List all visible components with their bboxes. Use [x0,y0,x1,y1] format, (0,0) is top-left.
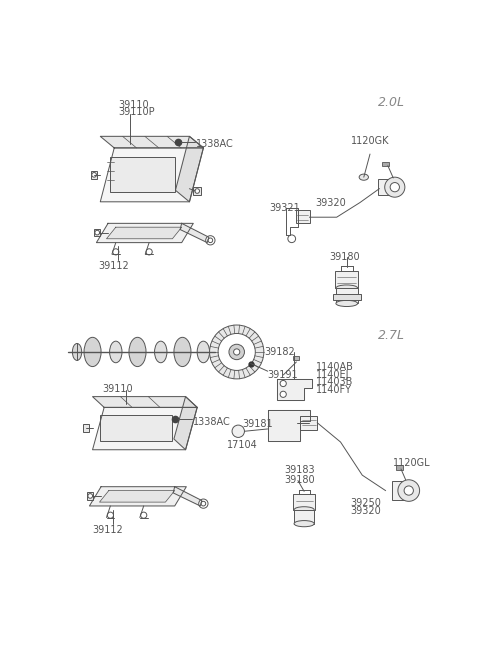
Text: 39250: 39250 [350,498,382,508]
Text: 1120GK: 1120GK [350,136,389,146]
Text: 1338AC: 1338AC [196,140,233,149]
Bar [336,288,358,303]
Ellipse shape [336,285,358,291]
Circle shape [92,172,96,177]
Polygon shape [268,409,311,441]
Ellipse shape [155,341,167,363]
Text: 39110P: 39110P [118,107,155,117]
Bar [293,495,315,510]
Polygon shape [93,407,197,450]
Bar [100,415,172,441]
Text: 1140EJ: 1140EJ [316,369,349,380]
Circle shape [404,486,413,495]
Bar [335,271,359,288]
Text: 39183: 39183 [285,465,315,475]
Polygon shape [277,379,312,400]
Text: 39321: 39321 [269,203,300,214]
Polygon shape [93,397,197,407]
Circle shape [280,391,286,398]
Text: 2.7L: 2.7L [378,329,405,342]
Circle shape [88,494,93,498]
Polygon shape [96,223,193,242]
Bar [94,229,100,236]
Text: 39181: 39181 [242,419,273,429]
Text: 1140FY: 1140FY [316,385,352,395]
Text: 39112: 39112 [93,525,123,535]
Text: 17104: 17104 [227,441,257,451]
Text: 1338AC: 1338AC [192,417,230,426]
Polygon shape [100,148,204,202]
Ellipse shape [197,341,210,363]
Text: 39320: 39320 [316,198,347,208]
Text: 1140AB: 1140AB [316,362,354,372]
Ellipse shape [84,337,101,367]
Text: 39191: 39191 [268,369,299,380]
Ellipse shape [210,343,220,360]
Text: 39320: 39320 [350,506,382,516]
Text: 39110: 39110 [103,384,133,394]
Ellipse shape [294,521,314,527]
Bar [392,481,407,500]
Circle shape [218,333,255,371]
Circle shape [390,183,399,192]
Ellipse shape [109,341,122,363]
Ellipse shape [359,174,369,180]
Bar [292,356,299,360]
Bar [383,162,389,166]
Polygon shape [176,136,204,202]
Bar [87,492,93,500]
Text: 39110: 39110 [118,100,149,110]
Polygon shape [89,487,186,506]
Polygon shape [174,397,197,450]
Polygon shape [173,487,202,506]
Bar [396,465,403,470]
Circle shape [234,349,240,355]
Circle shape [146,249,152,255]
Text: 39180: 39180 [330,252,360,262]
Ellipse shape [72,343,82,360]
Ellipse shape [336,301,358,307]
Polygon shape [100,136,204,148]
Bar [91,171,97,179]
Circle shape [210,325,264,379]
Circle shape [95,231,99,235]
Polygon shape [99,491,175,502]
Ellipse shape [232,425,244,438]
Bar [109,157,176,192]
Bar [300,416,317,430]
Text: 39112: 39112 [99,261,130,271]
Circle shape [385,177,405,197]
Circle shape [206,236,215,245]
Text: 2.0L: 2.0L [378,96,405,109]
Bar [378,179,393,195]
Text: 11403B: 11403B [316,377,353,387]
Ellipse shape [294,507,314,513]
Polygon shape [107,227,181,239]
Circle shape [201,501,206,506]
Bar [333,294,360,301]
Bar [296,210,310,223]
Circle shape [141,512,147,518]
Circle shape [208,238,213,242]
Bar [193,187,201,195]
Circle shape [195,189,200,193]
Bar [294,510,314,523]
Circle shape [288,235,296,242]
Text: 1120GL: 1120GL [393,458,431,468]
Bar [83,424,89,432]
Circle shape [398,479,420,501]
Polygon shape [180,223,209,242]
Ellipse shape [174,337,191,367]
Ellipse shape [129,337,146,367]
Circle shape [280,381,286,386]
Circle shape [199,499,208,508]
Circle shape [113,249,119,255]
Circle shape [107,512,113,518]
Text: 39180: 39180 [285,475,315,485]
Text: 39182: 39182 [264,346,295,356]
Circle shape [229,345,244,360]
